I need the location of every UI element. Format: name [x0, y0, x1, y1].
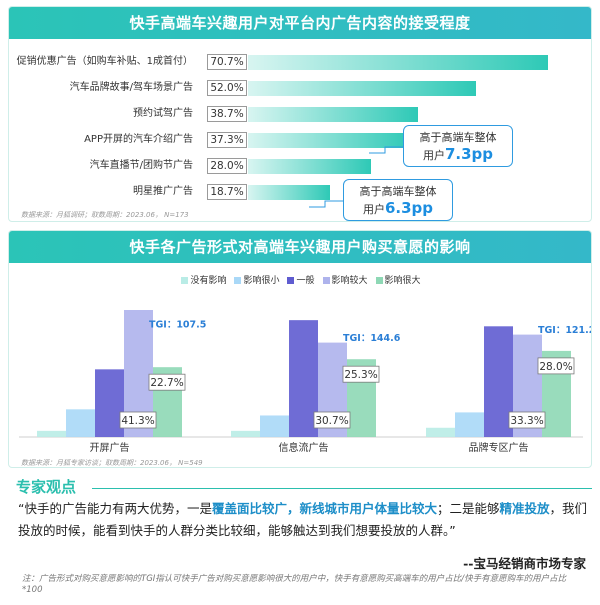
legend-item: 影响很小 — [234, 273, 279, 286]
category-label: 信息流广告 — [279, 441, 329, 454]
callout-1-value: 7.3pp — [444, 145, 494, 163]
bar-value-label: 22.7% — [150, 377, 183, 389]
legend-label: 影响很小 — [243, 276, 280, 286]
callout-2-connector — [309, 200, 343, 208]
hbar-category-label: 促销优惠广告（如购车补贴、1成首付） — [16, 56, 193, 67]
bar-little — [66, 409, 95, 437]
legend-swatch — [375, 277, 383, 284]
legend-swatch — [181, 277, 189, 284]
hbar-row: 预约试驾广告 38.7% — [9, 104, 591, 124]
hbar-row: 汽车直播节/团购节广告 28.0% — [9, 156, 591, 176]
bar-neutral — [484, 326, 513, 437]
bar-value-box — [313, 411, 351, 429]
hbar-row: 汽车品牌故事/驾车场景广告 52.0% — [9, 78, 591, 98]
callout-2-value: 6.3pp — [384, 199, 434, 217]
callout-2-line1: 高于高端车整体 — [359, 185, 437, 198]
bar-little — [455, 412, 484, 437]
footnote: 注：广告形式对购买意愿影响的TGI指认可快手广告对购买意愿影响很大的用户中，快手… — [22, 574, 567, 595]
legend-swatch — [322, 277, 330, 284]
hbar-value-label: 38.7% — [207, 106, 247, 122]
chart2-title: 快手各广告形式对高端车兴趣用户购买意愿的影响 — [9, 231, 591, 263]
chart2-panel: 快手各广告形式对高端车兴趣用户购买意愿的影响 没有影响 影响很小 一般 影响较大 影响很… — [8, 230, 592, 468]
hbar-bar — [248, 55, 548, 70]
quote-highlight-2: 精准投放 — [499, 501, 550, 516]
quote-part-b: ；二是能够 — [437, 501, 500, 516]
legend-label: 没有影响 — [190, 276, 227, 286]
bar-neutral — [289, 320, 318, 437]
legend-item: 没有影响 — [181, 273, 226, 286]
legend-swatch — [234, 277, 242, 284]
legend-item: 影响很大 — [375, 273, 421, 286]
hbar-category-label: 明星推广广告 — [133, 186, 193, 197]
bar-value-box — [119, 411, 157, 429]
chart1-source: 数据来源：月狐调研；取数周期：2023.06， N=173 — [21, 211, 189, 219]
legend-label: 影响较大 — [331, 276, 368, 286]
bar-value-box — [148, 373, 186, 391]
quote-part-c: ，我们投放的时候，能看到快手的人群分类比较细，能够触达到我们想要投放的人群。” — [18, 501, 588, 538]
hbar-bar — [248, 159, 371, 174]
tgi-label: TGI：144.6 — [343, 333, 401, 344]
chart2-plot: 41.3% 22.7% TGI：107.5 开屏广告 30.7% 25.3% TGI：144… — [19, 310, 592, 454]
legend-item: 一般 — [287, 273, 315, 286]
bar-value-label: 33.3% — [510, 415, 543, 427]
hbar-category-label: 预约试驾广告 — [133, 108, 193, 119]
callout-1: 高于高端车整体 用户7.3pp — [403, 125, 513, 167]
chart2-source: 数据来源：月狐专家访谈；取数周期：2023.06， N=549 — [21, 459, 203, 467]
bar-value-box — [508, 411, 546, 429]
hbar-bar — [248, 107, 418, 122]
bar-value-box — [342, 365, 380, 383]
category-label: 开屏广告 — [90, 441, 130, 454]
hbar-category-label: 汽车品牌故事/驾车场景广告 — [69, 82, 193, 93]
legend-label: 一般 — [296, 276, 315, 286]
hbar-category-label: APP开屏的汽车介绍广告 — [84, 134, 193, 145]
hbar-value-label: 28.0% — [207, 158, 247, 174]
bar-little — [260, 415, 289, 437]
legend-label: 影响很大 — [384, 276, 421, 286]
bar-neutral — [95, 369, 124, 437]
expert-quote: “快手的广告能力有两大优势，一是覆盖面比较广，新线城市用户体量比较大；二是能够精… — [18, 498, 588, 542]
quote-author: --宝马经销商市场专家 — [463, 556, 586, 571]
hbar-value-label: 52.0% — [207, 80, 247, 96]
hbar-value-label: 18.7% — [207, 184, 247, 200]
hbar-category-label: 汽车直播节/团购节广告 — [89, 160, 193, 171]
bar-value-label: 28.0% — [539, 361, 572, 373]
chart1-panel: 快手高端车兴趣用户对平台内广告内容的接受程度 促销优惠广告（如购车补贴、1成首付… — [8, 6, 592, 222]
category-label: 品牌专区广告 — [469, 441, 529, 454]
callout-2: 高于高端车整体 用户6.3pp — [343, 179, 453, 221]
legend-swatch — [287, 277, 295, 284]
callout-2-prefix: 用户 — [362, 203, 385, 216]
bar-value-label: 30.7% — [315, 415, 348, 427]
chart1-title: 快手高端车兴趣用户对平台内广告内容的接受程度 — [9, 7, 591, 39]
hbar-bar — [248, 81, 476, 96]
hbar-bar — [248, 133, 412, 148]
bar-value-label: 25.3% — [344, 369, 377, 381]
hbar-value-label: 70.7% — [207, 54, 247, 70]
expert-divider — [92, 488, 592, 489]
callout-1-prefix: 用户 — [422, 149, 445, 162]
expert-title: 专家观点 — [16, 478, 77, 496]
callout-connectors — [309, 146, 403, 208]
quote-highlight-1: 覆盖面比较广，新线城市用户体量比较大 — [211, 501, 437, 516]
bar-value-box — [537, 357, 575, 375]
legend-item: 影响较大 — [322, 273, 368, 286]
hbar-row: 明星推广广告 18.7% — [9, 182, 591, 202]
tgi-label: TGI：107.5 — [149, 320, 206, 331]
bar-no-effect — [37, 430, 66, 437]
hbar-row: 促销优惠广告（如购车补贴、1成首付） 70.7% — [9, 52, 591, 72]
quote-part-a: “快手的广告能力有两大优势，一是 — [18, 501, 212, 516]
tgi-label: TGI：121.2 — [538, 325, 592, 336]
callout-1-line1: 高于高端车整体 — [419, 131, 497, 144]
hbar-bar — [248, 185, 330, 200]
callout-1-connector — [369, 146, 403, 154]
bar-value-label: 41.3% — [121, 415, 154, 427]
hbar-value-label: 37.3% — [207, 132, 247, 148]
chart2-legend: 没有影响 影响很小 一般 影响较大 影响很大 — [9, 273, 591, 286]
bar-no-effect — [426, 427, 455, 437]
hbar-row: APP开屏的汽车介绍广告 37.3% — [9, 130, 591, 150]
bar-no-effect — [231, 430, 260, 437]
